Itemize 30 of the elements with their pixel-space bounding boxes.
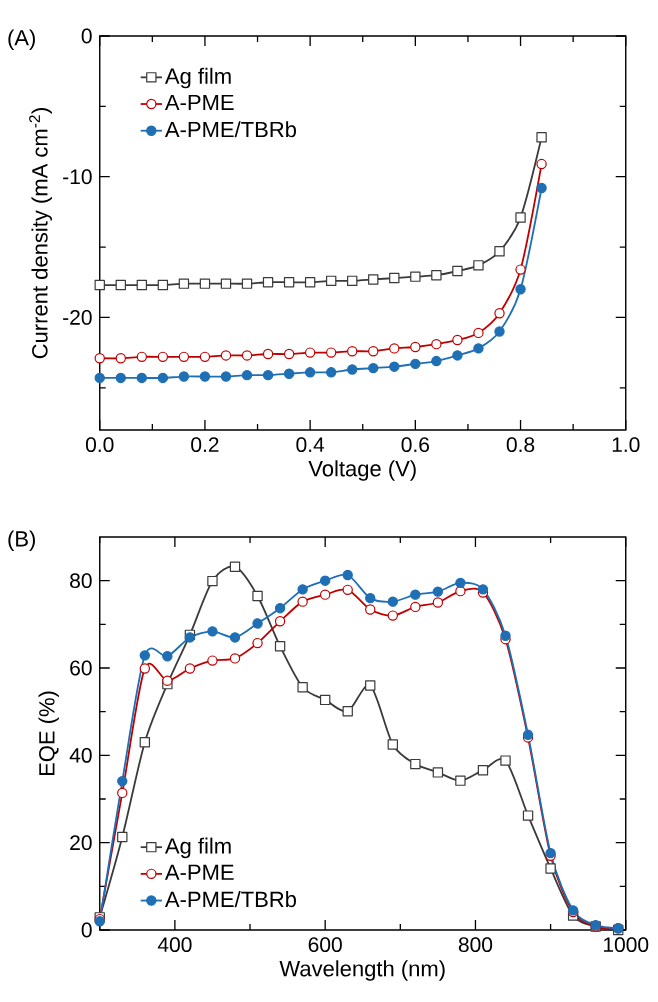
y-axis-title: EQE (%) bbox=[38, 691, 60, 776]
x-tick-label: 0.4 bbox=[296, 437, 325, 453]
y-tick-label: 0 bbox=[81, 922, 92, 938]
text: (B) bbox=[8, 530, 36, 551]
x-tick-label: 600 bbox=[308, 937, 342, 953]
legend-label: A-PME bbox=[165, 94, 234, 111]
legend-label: A-PME/TBRb bbox=[165, 121, 297, 138]
text: (A) bbox=[8, 29, 36, 50]
y-tick-label: 40 bbox=[69, 747, 92, 763]
legend-label: A-PME bbox=[165, 864, 234, 880]
x-tick-label: 0.0 bbox=[86, 437, 114, 453]
legend-label: Ag film bbox=[165, 837, 231, 859]
y-tick-label: -10 bbox=[63, 169, 92, 185]
y-tick-label: 80 bbox=[70, 573, 92, 589]
legend-label: A-PME/TBRb bbox=[165, 890, 297, 908]
y-axis-title: Current density (mA cm$^{-2}$) bbox=[29, 108, 53, 359]
x-tick-label: 0.6 bbox=[401, 437, 430, 453]
x-axis-title: Wavelength (nm) bbox=[279, 960, 445, 981]
x-tick-label: 1.0 bbox=[612, 437, 640, 453]
x-tick-label: 1000 bbox=[604, 937, 649, 953]
x-tick-label: 0.8 bbox=[506, 437, 535, 453]
y-tick-label: -20 bbox=[63, 310, 92, 325]
x-tick-label: 0.2 bbox=[191, 437, 219, 453]
x-axis-title: Voltage (V) bbox=[308, 460, 416, 481]
x-tick-label: 400 bbox=[157, 937, 192, 953]
legend-label: Ag film bbox=[165, 67, 231, 89]
x-tick-label: 800 bbox=[458, 937, 493, 953]
y-tick-label: 20 bbox=[70, 835, 92, 851]
y-tick-label: 60 bbox=[70, 660, 92, 676]
y-tick-label: 0 bbox=[81, 28, 92, 44]
